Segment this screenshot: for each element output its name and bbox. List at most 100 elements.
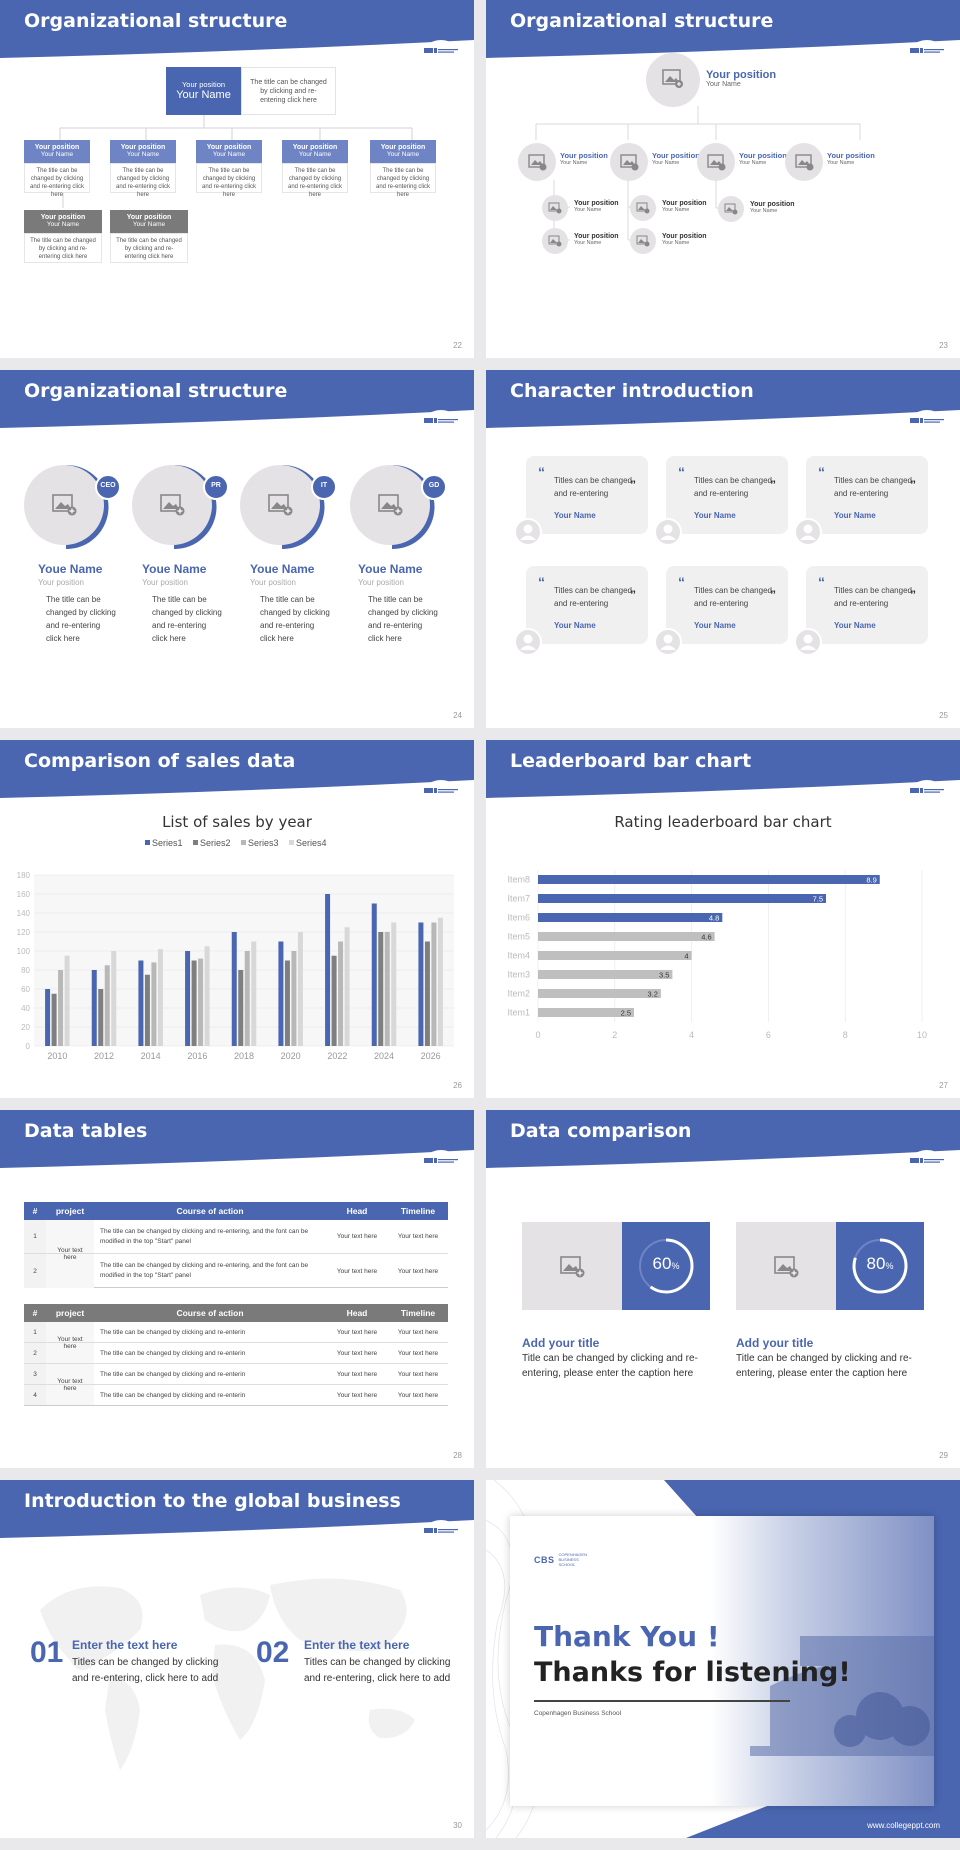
slide-31[interactable]: CBS COPENHAGEN BUSINESS SCHOOL Thank You… — [486, 1480, 960, 1838]
person-position: Your position — [142, 578, 188, 587]
sub-person[interactable]: Your position Your Name — [718, 196, 795, 222]
image-placeholder-icon — [636, 235, 650, 247]
y-tick-label: Item6 — [507, 913, 530, 923]
user-avatar-icon — [654, 628, 682, 656]
x-tick-label: 2010 — [47, 1051, 67, 1061]
legend-label: Series1 — [152, 838, 183, 848]
quote-card[interactable]: “Titles can be changed and re-entering” Y… — [514, 456, 648, 546]
slide-title: Character introduction — [510, 380, 754, 402]
table-row: 1 The title can be changed by clicking an… — [24, 1220, 448, 1254]
table-row: 2 The title can be changed by clicking an… — [24, 1343, 448, 1364]
bar — [371, 903, 377, 1046]
person-card[interactable]: PR Youe Name Your position The title can… — [132, 465, 232, 645]
x-tick-label: 2016 — [187, 1051, 207, 1061]
org-card[interactable]: Your position Your Name The title can be c… — [24, 140, 90, 198]
sub-person[interactable]: Your position Your Name — [542, 228, 619, 254]
quote-card[interactable]: “Titles can be changed and re-entering” Y… — [794, 456, 928, 546]
legend-swatch — [289, 840, 294, 845]
sub-person[interactable]: Your position Your Name — [630, 195, 707, 221]
avatar[interactable] — [646, 53, 700, 107]
slide-22[interactable]: Organizational structure Your position Y… — [0, 0, 474, 358]
slide-26[interactable]: Comparison of sales data List of sales b… — [0, 740, 474, 1098]
comparison-item[interactable]: 80% Add your title Title can be changed … — [736, 1222, 926, 1381]
bar — [538, 989, 661, 998]
org-card[interactable]: Your position Your Name The title can be c… — [370, 140, 436, 198]
bar — [191, 960, 197, 1046]
quote-card[interactable]: “Titles can be changed and re-entering” Y… — [654, 456, 788, 546]
quote-close-icon: ” — [770, 478, 776, 492]
page-number: 29 — [939, 1451, 948, 1460]
mid-person[interactable]: Your position Your Name — [697, 143, 787, 181]
org-card[interactable]: Your position Your Name The title can be c… — [24, 210, 102, 263]
thank-you-card: CBS COPENHAGEN BUSINESS SCHOOL Thank You… — [510, 1516, 934, 1806]
org-card[interactable]: Your position Your Name The title can be c… — [110, 140, 176, 198]
person-card[interactable]: GD Youe Name Your position The title can… — [350, 465, 450, 645]
data-table-1: # project Course of action Head Timeline You… — [24, 1202, 448, 1288]
mid-person[interactable]: Your position Your Name — [610, 143, 700, 181]
sub-person[interactable]: Your position Your Name — [630, 228, 707, 254]
divider — [534, 1700, 790, 1702]
quote-card[interactable]: “Titles can be changed and re-entering” Y… — [654, 566, 788, 656]
x-tick-label: 2014 — [141, 1051, 161, 1061]
slide-header: Data comparison — [486, 1110, 960, 1170]
org-card[interactable]: Your position Your Name The title can be c… — [196, 140, 262, 198]
mid-person[interactable]: Your position Your Name — [785, 143, 875, 181]
quote-close-icon: ” — [910, 588, 916, 602]
bar — [378, 932, 384, 1046]
y-tick-label: Item8 — [507, 875, 530, 885]
x-tick-label: 2018 — [234, 1051, 254, 1061]
data-label: 4.6 — [701, 933, 711, 942]
image-placeholder-icon — [548, 202, 562, 214]
quote-card[interactable]: “Titles can be changed and re-entering” Y… — [514, 566, 648, 656]
org-top-box[interactable]: Your position Your Name — [166, 67, 241, 115]
legend-label: Series2 — [200, 838, 231, 848]
item-heading: Enter the text here — [72, 1638, 178, 1652]
person-position: Your position — [38, 578, 84, 587]
bar — [538, 875, 880, 884]
mid-person[interactable]: Your position Your Name — [518, 143, 608, 181]
quote-close-icon: ” — [630, 478, 636, 492]
table-cell: Your text here — [46, 1364, 94, 1406]
bar — [538, 913, 723, 922]
image-placeholder-icon — [548, 235, 562, 247]
comparison-item[interactable]: 60% Add your title Title can be changed … — [522, 1222, 712, 1381]
bar — [111, 951, 117, 1046]
org-card[interactable]: Your position Your Name The title can be c… — [110, 210, 188, 263]
slide-29[interactable]: Data comparison 60% Add your title Title… — [486, 1110, 960, 1468]
bar — [278, 941, 284, 1046]
y-tick-label: Item3 — [507, 970, 530, 980]
org-card[interactable]: Your position Your Name The title can be c… — [282, 140, 348, 198]
image-placeholder-icon — [268, 494, 293, 516]
y-tick-label: Item5 — [507, 932, 530, 942]
user-avatar-icon — [514, 628, 542, 656]
cbs-logo — [904, 1144, 950, 1194]
slide-23[interactable]: Organizational structure Your position Yo… — [486, 0, 960, 358]
person-position: Your position — [358, 578, 404, 587]
person-card[interactable]: CEO Youe Name Your position The title ca… — [24, 465, 124, 645]
person-desc: The title can be changed by clicking and… — [368, 595, 438, 643]
slide-27[interactable]: Leaderboard bar chart Rating leaderboard… — [486, 740, 960, 1098]
slide-25[interactable]: Character introduction “Titles can be ch… — [486, 370, 960, 728]
website-url[interactable]: www.collegeppt.com — [867, 1821, 940, 1830]
slide-28[interactable]: Data tables # project Course of action Head… — [0, 1110, 474, 1468]
slide-header: Organizational structure — [486, 0, 960, 60]
slide-header: Organizational structure — [0, 370, 474, 430]
chart-legend: Series1 Series2 Series3 Series4 — [145, 838, 327, 848]
slide-24[interactable]: Organizational structure CEO Youe Name Y… — [0, 370, 474, 728]
quote-close-icon: ” — [910, 478, 916, 492]
sub-person[interactable]: Your position Your Name — [542, 195, 619, 221]
image-placeholder-icon — [620, 154, 639, 171]
quote-card[interactable]: “Titles can be changed and re-entering” Y… — [794, 566, 928, 656]
user-avatar-icon — [654, 518, 682, 546]
legend-swatch — [145, 840, 150, 845]
slide-title: Comparison of sales data — [24, 750, 296, 772]
person-card[interactable]: IT Youe Name Your position The title can… — [240, 465, 340, 645]
cbs-logo — [904, 404, 950, 454]
page-number: 30 — [453, 1821, 462, 1830]
bar — [204, 946, 210, 1046]
chart-title: Rating leaderboard bar chart — [614, 813, 831, 831]
item-number: 02 — [256, 1636, 290, 1669]
school-name: Copenhagen Business School — [534, 1710, 622, 1717]
cbs-logo — [904, 774, 950, 824]
slide-30[interactable]: Introduction to the global business 01 E… — [0, 1480, 474, 1838]
